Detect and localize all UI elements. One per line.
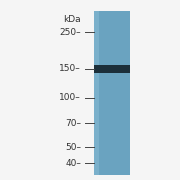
Text: 250–: 250– <box>59 28 81 37</box>
Text: 70–: 70– <box>65 119 81 128</box>
Text: 150–: 150– <box>59 64 81 73</box>
Bar <box>94 11 99 175</box>
Text: kDa: kDa <box>63 15 81 24</box>
Bar <box>94 11 130 175</box>
Text: 100–: 100– <box>59 93 81 102</box>
Text: 40–: 40– <box>65 159 81 168</box>
Bar <box>94 65 130 73</box>
Text: 50–: 50– <box>65 143 81 152</box>
